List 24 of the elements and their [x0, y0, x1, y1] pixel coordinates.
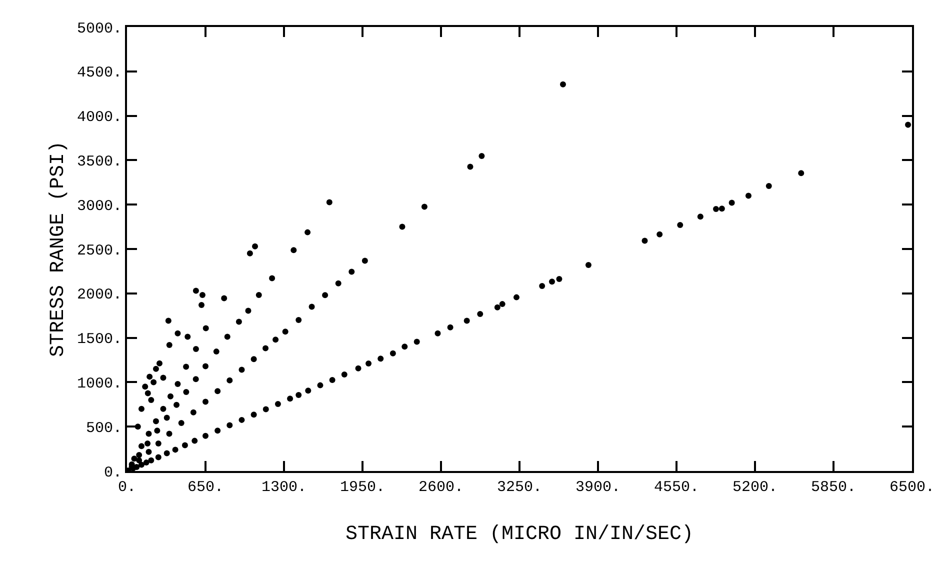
y-tick-label: 3500. [76, 153, 122, 170]
x-tick-label: 3900. [575, 479, 621, 496]
y-tick-label: 2500. [76, 242, 122, 260]
y-tick-label: 3000. [76, 198, 122, 215]
x-tick-label: 6500. [889, 479, 935, 496]
y-tick-label: 1500. [76, 331, 122, 348]
x-tick-label: 4550. [654, 479, 700, 496]
x-tick-label: 5200. [732, 479, 778, 496]
y-tick-label: 500. [86, 420, 122, 437]
x-tick-label: 0. [118, 479, 136, 496]
y-tick-label: 5000. [76, 20, 122, 38]
x-tick-label: 650. [187, 479, 224, 496]
x-tick-label: 1950. [340, 479, 386, 496]
y-tick-label: 4000. [76, 109, 122, 126]
x-tick-label: 5850. [810, 479, 856, 496]
y-tick-label: 2000. [76, 286, 122, 304]
y-tick-label: 4500. [76, 64, 122, 82]
x-tick-label: 1300. [261, 479, 307, 496]
y-tick-label: 1000. [76, 375, 122, 392]
x-tick-label: 3250. [496, 479, 542, 496]
y-axis-title: STRESS RANGE (PSI) [46, 140, 70, 358]
x-axis-title: STRAIN RATE (MICRO IN/IN/SEC) [345, 523, 694, 546]
x-tick-label: 2600. [418, 479, 464, 496]
y-tick-label: 0. [104, 464, 122, 482]
